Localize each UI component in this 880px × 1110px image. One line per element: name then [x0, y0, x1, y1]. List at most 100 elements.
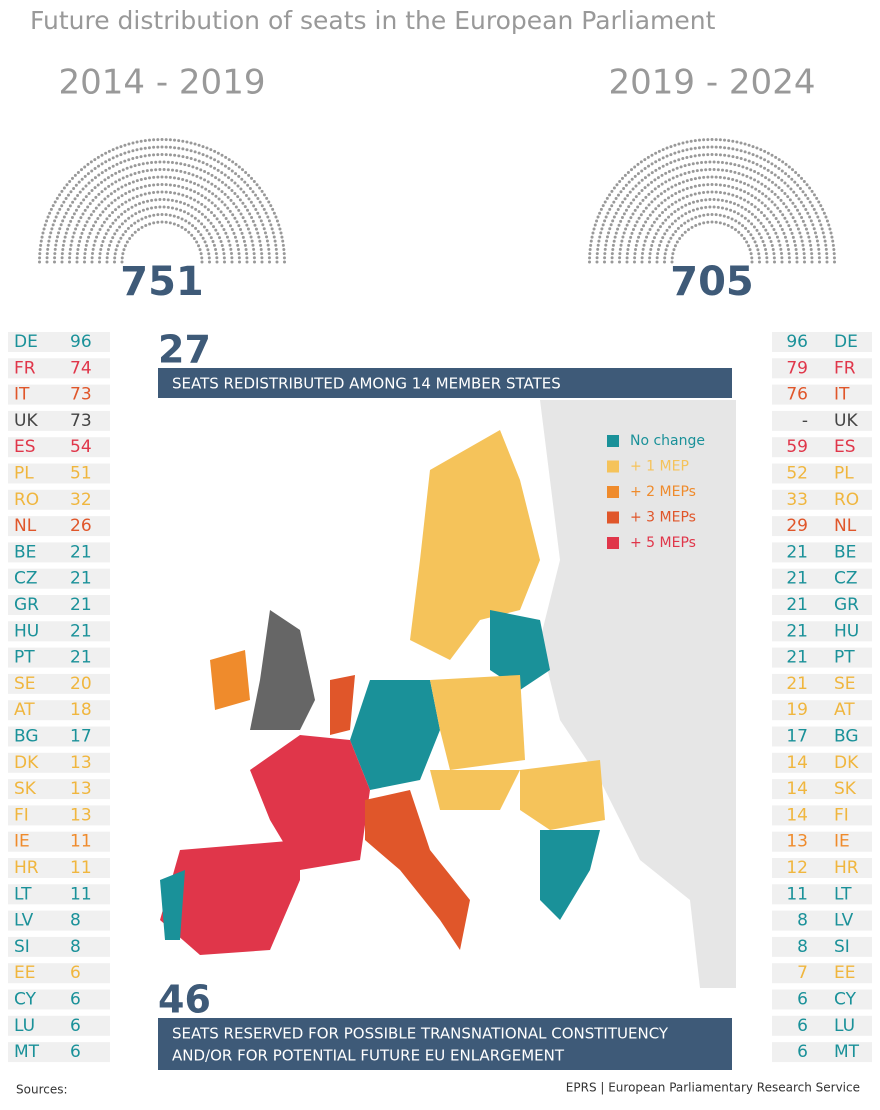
seat-dot	[710, 153, 714, 156]
seat-dot	[730, 225, 734, 229]
seat-dot	[714, 220, 718, 224]
seat-dot	[184, 228, 188, 232]
seat-dot	[669, 161, 673, 165]
seat-dot	[727, 192, 731, 196]
seat-dot	[185, 179, 189, 183]
seat-dot	[610, 260, 614, 264]
seat-dot	[267, 256, 271, 260]
seat-dot	[694, 215, 698, 219]
seat-dot	[655, 217, 659, 221]
seat-dot	[743, 216, 747, 220]
seat-dot	[93, 166, 97, 170]
row-background	[772, 647, 872, 668]
row-background	[8, 595, 110, 615]
seat-dot	[787, 165, 791, 169]
seat-dot	[793, 180, 797, 184]
country-code: LT	[834, 884, 852, 904]
seat-dot	[127, 190, 131, 194]
seat-dot	[791, 235, 795, 239]
seat-dot	[808, 239, 812, 243]
row-background	[8, 384, 110, 405]
seat-dot	[101, 239, 105, 243]
seat-dot	[145, 161, 149, 165]
seat-dot	[699, 168, 703, 172]
seat-dot	[193, 181, 197, 185]
seat-dot	[614, 231, 618, 235]
seat-dot	[187, 230, 191, 234]
seat-dot	[664, 218, 668, 222]
seat-dot	[665, 162, 669, 166]
seat-dot	[185, 148, 189, 152]
seat-dot	[737, 230, 741, 234]
seat-dot	[191, 165, 195, 169]
seat-dot	[704, 205, 708, 209]
seat-dot	[83, 256, 87, 260]
banner	[158, 368, 732, 398]
seats: 6	[797, 1042, 808, 1062]
seat-dot	[628, 190, 632, 194]
seat-dot	[164, 183, 168, 187]
seat-dot	[266, 215, 270, 219]
seat-dot	[232, 231, 236, 235]
row-background	[772, 858, 872, 878]
seat-dot	[785, 239, 789, 243]
seat-dot	[111, 211, 115, 215]
seat-dot	[763, 204, 767, 208]
seat-dot	[222, 252, 226, 256]
seat-dot	[120, 260, 124, 264]
seat-dot	[38, 260, 41, 264]
country	[250, 735, 370, 870]
seat-dot	[135, 179, 139, 183]
seat-dot	[770, 190, 774, 194]
seat-dot	[38, 252, 42, 256]
seat-dot	[773, 164, 777, 168]
seat-dot	[207, 232, 211, 236]
row-background	[772, 1042, 872, 1063]
seat-dot	[168, 138, 172, 142]
seat-dot	[137, 163, 141, 167]
seat-dot	[772, 227, 776, 231]
seat-dot	[650, 243, 654, 247]
seat-dot	[166, 198, 170, 202]
country-code: GR	[14, 595, 39, 615]
row-background	[772, 410, 872, 431]
seat-dot	[794, 248, 798, 252]
seat-dot	[606, 211, 610, 215]
seat-dot	[164, 190, 168, 194]
seat-dot	[111, 164, 115, 168]
seat-dot	[216, 207, 220, 211]
seat-dot	[732, 202, 736, 206]
seat-dot	[139, 139, 143, 143]
seat-dot	[180, 225, 184, 229]
seat-dot	[697, 184, 701, 188]
seat-dot	[147, 146, 151, 150]
seat-dot	[242, 239, 246, 243]
seat-dot	[641, 247, 645, 251]
seat-dot	[744, 207, 748, 211]
seat-dot	[120, 222, 124, 226]
seat-dot	[787, 252, 791, 256]
seat-dot	[804, 207, 808, 211]
seat-dot	[201, 161, 205, 165]
seat-dot	[735, 140, 739, 144]
seat-dot	[79, 235, 83, 239]
seat-dot	[168, 175, 172, 179]
seat-dot	[786, 247, 790, 251]
seat-dot	[125, 174, 129, 178]
seat-dot	[750, 260, 754, 264]
seat-dot	[108, 243, 112, 247]
seat-dot	[45, 260, 49, 264]
seat-dot	[260, 252, 264, 256]
seat-dot	[739, 180, 743, 184]
seat-dot	[209, 164, 213, 168]
seat-dot	[640, 189, 644, 193]
seat-dot	[226, 206, 230, 210]
row-background	[772, 963, 872, 984]
seat-dot	[775, 235, 779, 239]
seat-dot	[766, 232, 770, 236]
seat-dot	[133, 230, 137, 234]
seat-dot	[103, 178, 107, 182]
seat-dot	[674, 192, 678, 196]
seat-dot	[611, 219, 615, 223]
seat-dot	[107, 184, 111, 188]
